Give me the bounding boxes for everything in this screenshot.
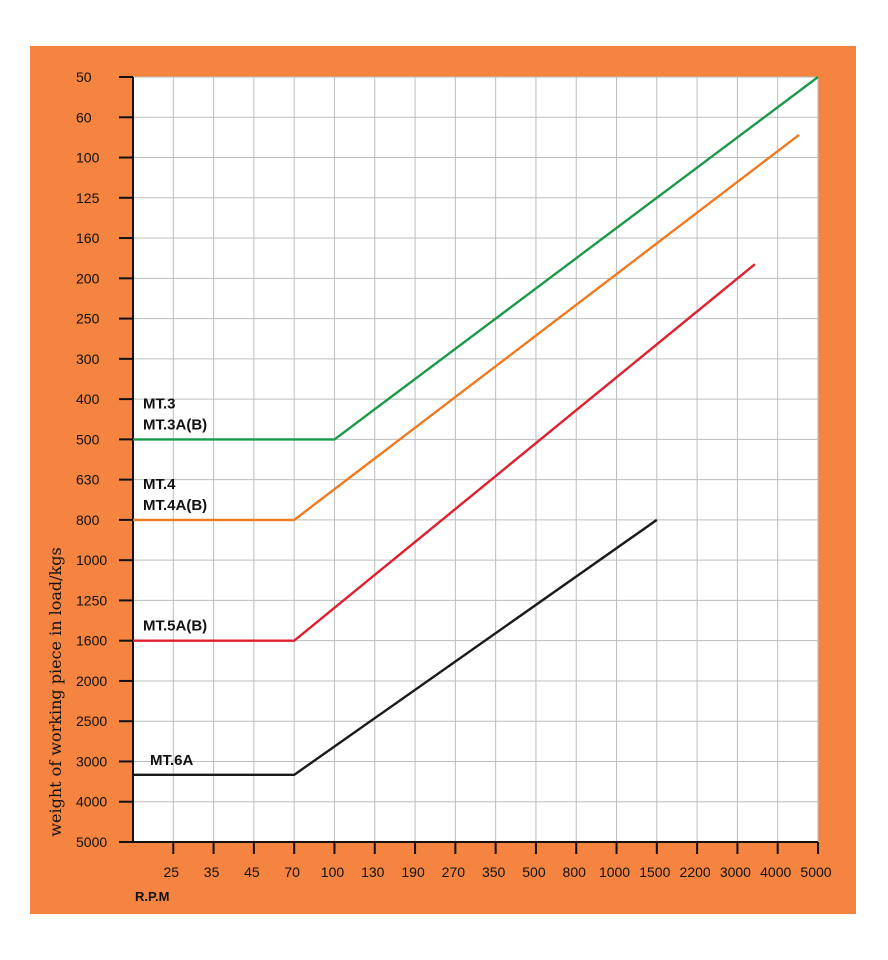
series-label-3: MT.5A(B) — [143, 618, 207, 635]
series-label-1: MT.3 — [143, 395, 176, 412]
series-line-2 — [133, 133, 800, 522]
x-tick-label: 1000 — [599, 864, 630, 880]
y-tick-label: 125 — [76, 190, 100, 206]
x-tick-label: 190 — [401, 864, 425, 880]
x-axis-ticks: 25 35 45 70 100 130 190 270 350 500 800 1000 1500 220… — [164, 842, 832, 880]
x-tick-label: 35 — [204, 864, 220, 880]
x-tick-label: 1500 — [639, 864, 670, 880]
x-tick-label: 800 — [563, 864, 587, 880]
series-line-3 — [133, 263, 756, 642]
y-tick-label: 400 — [76, 391, 100, 407]
y-tick-label: 800 — [76, 512, 100, 528]
x-tick-label: 130 — [361, 864, 385, 880]
x-tick-label: 3000 — [720, 864, 751, 880]
y-tick-label: 100 — [76, 150, 100, 166]
y-tick-label: 60 — [76, 109, 92, 125]
series-label-4: MT.6A — [150, 752, 194, 769]
y-axis-ticks: 50 60 100 125 160 200 250 300 400 500 630 800 1000 12… — [76, 69, 133, 850]
x-tick-label: 5000 — [800, 864, 831, 880]
x-axis-label: R.P.M — [135, 889, 169, 904]
axes — [132, 77, 818, 843]
series-line-1 — [133, 76, 819, 441]
x-tick-label: 270 — [442, 864, 466, 880]
series-labels: MT.3 MT.3A(B) MT.4 MT.4A(B) MT.5A(B) MT.6A — [143, 395, 207, 768]
y-tick-label: 250 — [76, 311, 100, 327]
x-tick-label: 100 — [321, 864, 345, 880]
x-tick-label: 45 — [244, 864, 260, 880]
x-tick-label: 25 — [164, 864, 180, 880]
y-tick-label: 160 — [76, 230, 100, 246]
grid — [133, 76, 819, 843]
series-label-2: MT.4 — [143, 476, 176, 493]
y-tick-label: 200 — [76, 270, 100, 286]
y-tick-label: 50 — [76, 69, 92, 85]
y-tick-label: 2000 — [76, 673, 107, 689]
series-label-2: MT.4A(B) — [143, 497, 207, 514]
y-tick-label: 5000 — [76, 834, 107, 850]
y-tick-label: 3000 — [76, 753, 107, 769]
y-tick-label: 4000 — [76, 794, 107, 810]
x-tick-label: 70 — [284, 864, 300, 880]
x-tick-label: 4000 — [760, 864, 791, 880]
series-label-1: MT.3A(B) — [143, 416, 207, 433]
y-tick-label: 630 — [76, 472, 100, 488]
y-tick-label: 2500 — [76, 713, 107, 729]
series-line-4 — [133, 518, 658, 776]
plot-area — [133, 77, 818, 842]
y-tick-label: 1000 — [76, 552, 107, 568]
series-lines — [133, 76, 819, 776]
y-tick-label: 500 — [76, 431, 100, 447]
y-axis-label: weight of working piece in load/kgs — [46, 547, 65, 836]
x-tick-label: 500 — [522, 864, 546, 880]
y-tick-label: 300 — [76, 351, 100, 367]
x-tick-label: 350 — [482, 864, 506, 880]
x-tick-label: 2200 — [680, 864, 711, 880]
y-tick-label: 1600 — [76, 633, 107, 649]
y-tick-label: 1250 — [76, 592, 107, 608]
